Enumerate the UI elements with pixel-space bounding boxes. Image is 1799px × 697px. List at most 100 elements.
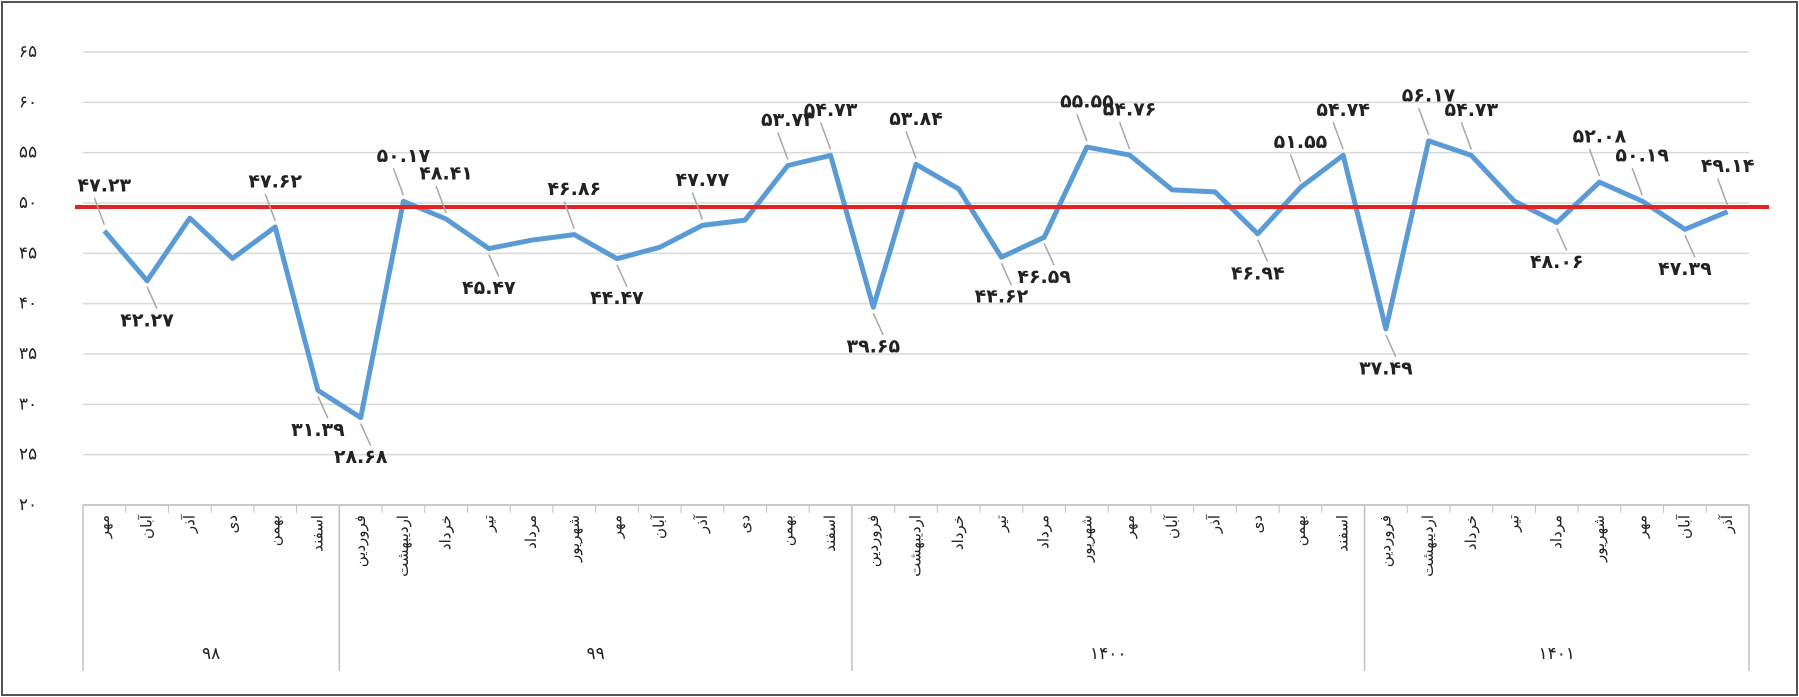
x-tick-label: تیر (479, 515, 497, 533)
y-tick-label: ۶۰ (19, 92, 37, 112)
data-label: ۴۷.۶۲ (248, 170, 302, 192)
leader-line (819, 122, 832, 150)
x-tick-label: فروردین (351, 515, 369, 567)
x-tick-label: فروردین (864, 515, 882, 567)
y-tick-label: ۴۵ (19, 243, 37, 263)
x-tick-label: خرداد (949, 515, 967, 550)
data-label: ۴۸.۰۶ (1530, 251, 1584, 273)
leader-line (1417, 107, 1430, 136)
x-tick-label: آبان (138, 514, 156, 539)
x-tick-label: بهمن (266, 515, 284, 546)
x-tick-label: مرداد (1035, 515, 1053, 549)
x-tick-label: آذر (1718, 514, 1736, 534)
y-tick-label: ۴۰ (19, 294, 37, 314)
x-tick-label: خرداد (437, 515, 455, 550)
data-label: ۵۶.۱۷ (1402, 84, 1456, 106)
x-tick-label: مرداد (1547, 515, 1565, 549)
group-label: ۹۹ (586, 644, 604, 664)
x-tick-label: فروردین (1376, 515, 1394, 567)
data-label: ۵۳.۷۳ (761, 109, 815, 131)
leader-line (1684, 234, 1696, 258)
leader-line (1332, 122, 1344, 150)
data-label: ۴۲.۲۷ (120, 309, 174, 331)
data-label: ۴۴.۶۲ (975, 286, 1029, 308)
leader-line (872, 312, 884, 336)
data-label: ۴۴.۴۷ (590, 287, 644, 309)
leader-line (359, 423, 372, 446)
x-tick-label: اردیبهشت (394, 515, 412, 577)
x-tick-label: دی (1248, 515, 1266, 533)
x-tick-label: آبان (650, 514, 668, 539)
x-tick-label: اردیبهشت (907, 515, 925, 577)
data-label: ۵۲.۰۸ (1573, 126, 1627, 148)
data-label: ۵۳.۸۴ (889, 108, 943, 130)
leader-line (1257, 239, 1269, 263)
leader-line (905, 131, 917, 159)
leader-line (93, 197, 106, 226)
leader-line (1043, 243, 1055, 266)
x-tick-label: مهر (1120, 515, 1138, 539)
data-label: ۲۸.۶۸ (334, 446, 388, 468)
group-label: ۹۸ (202, 644, 220, 664)
leader-line (146, 286, 158, 310)
series-line (102, 138, 1729, 421)
data-label: ۵۴.۷۶ (1103, 99, 1157, 121)
x-tick-label: اردیبهشت (1419, 515, 1437, 577)
x-tick-label: اسفند (1334, 515, 1352, 552)
leader-line (563, 201, 575, 229)
x-tick-label: دی (736, 515, 754, 533)
data-label: ۴۷.۷۷ (676, 169, 730, 191)
x-tick-label: آذر (1206, 514, 1224, 534)
x-tick-label: بهمن (1291, 515, 1309, 546)
data-label: ۴۷.۲۳ (78, 174, 132, 196)
data-label: ۴۶.۹۴ (1231, 262, 1285, 284)
leader-line (1460, 122, 1473, 150)
y-tick-label: ۲۵ (19, 445, 37, 465)
leader-line (1556, 228, 1568, 251)
x-tick-label: مهر (1633, 515, 1651, 539)
leader-line (1118, 121, 1131, 150)
leader-line (1631, 167, 1643, 196)
x-tick-label: شهریور (565, 515, 583, 563)
data-label: ۵۴.۷۴ (1316, 99, 1370, 121)
leader-line (1588, 148, 1601, 177)
y-tick-label: ۲۰ (19, 495, 37, 515)
data-label: ۵۱.۵۵ (1274, 131, 1328, 153)
x-tick-label: شهریور (1590, 515, 1608, 563)
data-label: ۴۹.۱۴ (1701, 155, 1755, 177)
leader-line (1289, 154, 1302, 182)
x-tick-label: آذر (693, 514, 711, 534)
leader-line (392, 168, 405, 196)
x-tick-label: مرداد (522, 515, 540, 549)
data-label: ۵۰.۱۷ (377, 145, 431, 167)
y-tick-label: ۶۵ (19, 42, 37, 62)
y-tick-label: ۵۵ (19, 143, 37, 163)
leader-line (488, 254, 500, 277)
x-tick-label: شهریور (1077, 515, 1095, 563)
x-tick-label: مهر (607, 515, 625, 539)
leader-line (435, 185, 447, 214)
data-label: ۵۰.۱۹ (1615, 145, 1669, 167)
x-tick-label: مهر (95, 515, 113, 539)
leader-line (691, 192, 704, 220)
group-label: ۱۴۰۱ (1539, 644, 1576, 664)
x-tick-label: آبان (1675, 514, 1693, 539)
leader-line (1716, 178, 1729, 206)
x-tick-label: دی (223, 515, 241, 533)
leader-line (317, 396, 329, 419)
data-label: ۵۴.۷۳ (1445, 99, 1499, 121)
x-tick-label: اسفند (821, 515, 839, 552)
data-label: ۴۶.۵۹ (1017, 266, 1071, 288)
data-label: ۴۷.۳۹ (1658, 258, 1712, 280)
data-label: ۴۵.۴۷ (462, 277, 516, 299)
data-label: ۳۷.۴۹ (1359, 357, 1413, 379)
data-label: ۴۶.۸۶ (547, 178, 601, 200)
group-label: ۱۴۰۰ (1090, 644, 1127, 664)
y-tick-label: ۵۰ (19, 193, 37, 213)
x-tick-label: بهمن (778, 515, 796, 546)
leader-line (1076, 113, 1088, 142)
x-tick-label: تیر (1505, 515, 1523, 533)
data-label: ۴۸.۴۱ (419, 163, 473, 185)
